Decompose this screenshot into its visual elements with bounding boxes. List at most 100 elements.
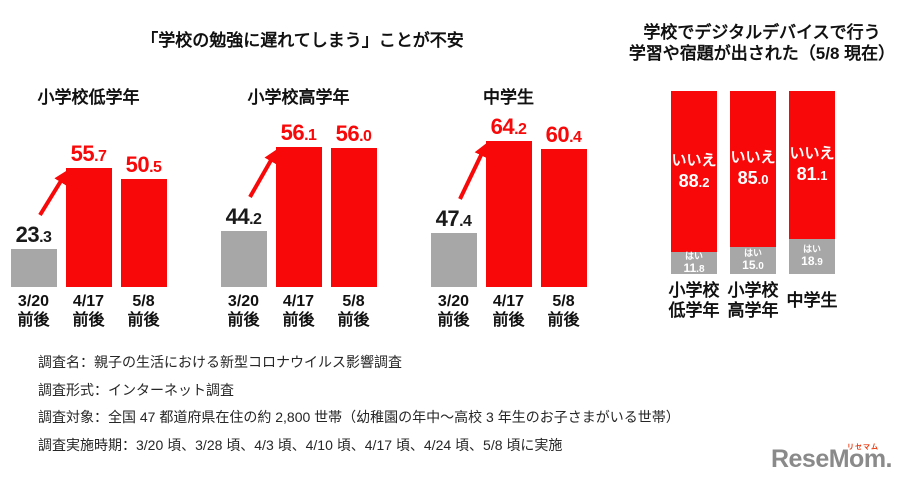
value-integer: 85 <box>737 167 758 188</box>
logo-text: ReseMom. <box>770 445 893 473</box>
bar-area: 44.2 56.1 56.0 <box>216 110 381 287</box>
dates-row: 3/20 前後 4/17 前後 5/8 前後 <box>216 292 381 330</box>
value-integer: 55 <box>70 141 95 166</box>
bar-group: 小学校高学年 44.2 56.1 56.0 3/20 前後 4/17 前後 5/8 前後 <box>216 88 381 330</box>
bar-value: 44.2 <box>226 206 262 228</box>
segment-yes: はい 11.8 <box>671 251 717 276</box>
bar-slot: 64.2 <box>481 116 536 287</box>
value-integer: 56 <box>335 121 360 146</box>
value-integer: 88 <box>678 170 699 191</box>
survey-note-line: 調査形式：インターネット調査 <box>38 381 234 398</box>
bar <box>65 168 112 287</box>
bar-slot: 23.3 <box>6 224 61 287</box>
right-chart-title: 学校でデジタルデバイスで行う 学習や宿題が出された（5/8 現在） <box>628 23 896 63</box>
value-integer: 18 <box>801 254 815 269</box>
resemom-logo: リセマム ReseMom. <box>770 444 893 479</box>
bar-value: 64.2 <box>491 116 527 138</box>
segment-no: いいえ 88.2 <box>671 91 717 253</box>
segment-label: いいえ <box>789 145 835 163</box>
stacked-bar: いいえ 81.1 はい 18.9 <box>789 91 835 274</box>
segment-no: いいえ 85.0 <box>730 91 776 247</box>
category-label: 中学生 <box>786 291 838 310</box>
date-label: 4/17 前後 <box>282 293 315 329</box>
bar <box>10 249 57 287</box>
value-decimal: .9 <box>814 257 823 269</box>
dates-row: 3/20 前後 4/17 前後 5/8 前後 <box>426 292 591 330</box>
value-decimal: .3 <box>39 229 52 246</box>
date-label: 4/17 前後 <box>492 293 525 329</box>
date-label: 3/20 前後 <box>437 293 470 329</box>
segment-value: 81.1 <box>797 164 828 186</box>
value-decimal: .2 <box>249 211 262 228</box>
bar-slot: 60.4 <box>536 124 591 287</box>
bar-slot: 56.1 <box>271 122 326 287</box>
date-label: 4/17 前後 <box>72 293 105 329</box>
value-integer: 15 <box>742 257 756 272</box>
segment-label: はい <box>743 247 762 258</box>
value-decimal: .0 <box>359 128 372 145</box>
date-label: 5/8 前後 <box>337 293 370 329</box>
value-decimal: .4 <box>569 129 582 146</box>
bar-value: 47.4 <box>436 208 472 230</box>
value-integer: 47 <box>435 206 460 231</box>
value-decimal: .2 <box>698 174 710 190</box>
bar <box>430 233 477 287</box>
bar-slot: 44.2 <box>216 206 271 287</box>
bar-value: 56.0 <box>336 123 372 145</box>
date-label: 3/20 前後 <box>17 293 50 329</box>
left-chart-title: 「学校の勉強に遅れてしまう」ことが不安 <box>141 31 464 50</box>
dates-row: 3/20 前後 4/17 前後 5/8 前後 <box>6 292 171 330</box>
value-integer: 81 <box>796 164 817 185</box>
stacked-bar: いいえ 85.0 はい 15.0 <box>730 91 776 274</box>
value-decimal: .7 <box>94 148 107 165</box>
value-integer: 60 <box>545 122 570 147</box>
logo-ruby-text: リセマム <box>847 444 879 451</box>
segment-label: いいえ <box>730 148 776 166</box>
group-title: 中学生 <box>483 88 534 107</box>
segment-value: 85.0 <box>738 168 769 190</box>
bar-slot: 50.5 <box>116 154 171 287</box>
value-decimal: .1 <box>816 168 828 184</box>
bar-group: 小学校低学年 23.3 55.7 50.5 3/20 前後 4/17 前後 5/8 前後 <box>6 88 171 330</box>
survey-notes: 調査名：親子の生活における新型コロナウイルス影響調査 調査形式：インターネット調査… <box>38 349 680 459</box>
value-decimal: .0 <box>755 260 764 272</box>
bar-value: 60.4 <box>546 124 582 146</box>
category-label: 小学校 低学年 <box>668 281 720 320</box>
survey-note-line: 調査対象：全国 47 都道府県在住の約 2,800 世帯（幼稚園の年中～高校 3… <box>38 409 680 425</box>
bar <box>220 231 267 287</box>
value-integer: 23 <box>15 222 40 247</box>
stacked-bar-labels: 小学校 低学年 小学校 高学年 中学生 <box>618 281 906 321</box>
segment-yes: はい 15.0 <box>730 246 776 274</box>
bar <box>330 148 377 287</box>
segment-value: 11.8 <box>683 260 704 276</box>
bar-area: 23.3 55.7 50.5 <box>6 110 171 287</box>
bar <box>540 149 587 287</box>
group-title: 小学校高学年 <box>247 88 350 107</box>
value-integer: 56 <box>280 120 305 145</box>
bar <box>485 141 532 287</box>
device-chart: 学校でデジタルデバイスで行う 学習や宿題が出された（5/8 現在） いいえ 88.… <box>618 0 906 321</box>
stacked-bar: いいえ 88.2 はい 11.8 <box>671 91 717 276</box>
segment-label: いいえ <box>671 151 717 169</box>
bar-slot: 55.7 <box>61 143 116 287</box>
category-label: 小学校 高学年 <box>727 281 779 320</box>
bar-value: 23.3 <box>16 224 52 246</box>
value-decimal: .0 <box>757 171 769 187</box>
segment-yes: はい 18.9 <box>789 239 835 274</box>
value-decimal: .4 <box>459 213 472 230</box>
bar-value: 55.7 <box>71 143 107 165</box>
segment-label: はい <box>802 244 821 255</box>
bar-slot: 56.0 <box>326 123 381 287</box>
segment-value: 18.9 <box>801 255 823 269</box>
bar-value: 50.5 <box>126 154 162 176</box>
value-integer: 44 <box>225 204 250 229</box>
value-decimal: .1 <box>304 127 317 144</box>
segment-value: 15.0 <box>742 257 764 273</box>
bar-groups: 小学校低学年 23.3 55.7 50.5 3/20 前後 4/17 前後 5/8 前後 小学… <box>0 88 605 330</box>
value-decimal: .5 <box>149 159 162 176</box>
bar-slot: 47.4 <box>426 208 481 287</box>
survey-note-line: 調査実施時期：3/20 頃、3/28 頃、4/3 頃、4/10 頃、4/17 頃… <box>38 436 563 453</box>
value-integer: 11 <box>683 260 697 275</box>
date-label: 5/8 前後 <box>127 293 160 329</box>
